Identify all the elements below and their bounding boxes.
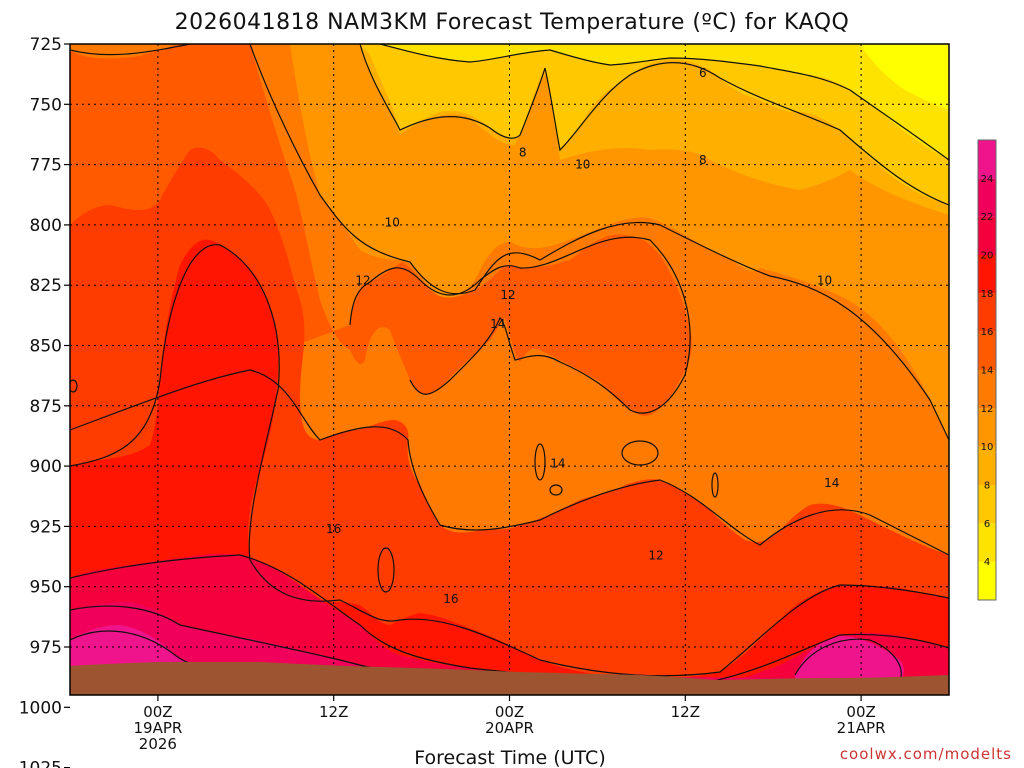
- x-tick-label: 00Z: [143, 703, 172, 721]
- plot-area: 68810101012121414141616122018: [70, 44, 949, 726]
- y-tick-label: 950: [30, 578, 62, 598]
- contour-label: 18: [373, 712, 388, 726]
- band-24-26: [70, 625, 904, 680]
- contour-label: 14: [824, 476, 839, 490]
- contour-label: 12: [648, 548, 663, 562]
- y-tick-label: 725: [30, 35, 62, 55]
- colorbar-bin: [978, 485, 996, 524]
- colorbar-label: 4: [984, 557, 990, 568]
- colorbar-frame: [977, 139, 997, 601]
- isotherm-16: [70, 244, 949, 677]
- colorbar-bin: [978, 293, 996, 332]
- x-tick-label: 2026: [139, 735, 177, 753]
- x-tick-label: 19APR: [133, 719, 182, 737]
- colorbar-label: 16: [981, 327, 994, 338]
- colorbar-bin: [978, 561, 996, 600]
- contour-label: 8: [519, 146, 527, 160]
- y-axis-ticks: 725 750 775 800 825 850 875 900 925 950 975 1000 102…: [19, 35, 70, 768]
- y-tick-label: 750: [30, 95, 62, 115]
- colorbar-label: 8: [984, 481, 990, 492]
- colorbar-label: 6: [984, 519, 990, 530]
- contour-label: 14: [550, 457, 565, 471]
- contour-label: 16: [443, 592, 458, 606]
- colorbar-label: 18: [981, 289, 994, 300]
- contour-label: 8: [699, 153, 707, 167]
- colorbar-label: 12: [981, 404, 994, 415]
- band-6-8: [360, 44, 949, 205]
- colorbar-label: 24: [981, 174, 994, 185]
- colorbar-bin: [978, 255, 996, 294]
- band-2-4: [860, 44, 949, 110]
- isotherm-10: [70, 44, 949, 441]
- grid-lines: [70, 44, 949, 695]
- y-tick-label: 800: [30, 216, 62, 236]
- isotherm-6: [379, 44, 949, 161]
- contour-label: 10: [575, 158, 590, 172]
- contour-label: 14: [490, 317, 505, 331]
- x-axis-label: Forecast Time (UTC): [414, 747, 605, 768]
- colorbar-bin: [978, 523, 996, 562]
- colorbar-label: 10: [981, 442, 994, 453]
- isotherm-island-1: [621, 440, 659, 466]
- y-tick-label: 850: [30, 337, 62, 357]
- colorbar-bin: [978, 446, 996, 485]
- contour-label: 12: [355, 273, 370, 287]
- x-tick-label: 12Z: [671, 703, 700, 721]
- band-16-18: [70, 147, 949, 695]
- contour-label: 6: [699, 66, 707, 80]
- y-tick-label: 825: [30, 276, 62, 296]
- contour-label: 10: [385, 215, 400, 229]
- contour-label: 16: [326, 522, 341, 536]
- credit-text: coolwx.com/modelts: [840, 745, 1012, 763]
- colorbar-label: 22: [981, 212, 994, 223]
- colorbar: 4 6 8 10 12 14 16 18 20 22 24: [977, 139, 997, 601]
- chart-title: 2026041818 NAM3KM Forecast Temperature (…: [175, 10, 850, 35]
- colorbar-bin: [978, 216, 996, 255]
- isotherm-8: [359, 44, 949, 206]
- isotherm-island-4: [549, 484, 563, 496]
- colorbar-label: 20: [981, 251, 994, 262]
- y-tick-label: 975: [30, 638, 62, 658]
- isotherm-18: [70, 554, 949, 685]
- y-tick-label: 1025: [19, 759, 62, 768]
- colorbar-bin: [978, 178, 996, 217]
- isotherm-island-5: [377, 547, 395, 593]
- colorbar-bin: [978, 140, 996, 179]
- isotherm-island-6: [70, 379, 78, 393]
- ground-surface: [70, 662, 949, 695]
- colorbar-bin: [978, 331, 996, 370]
- x-tick-label: 20APR: [485, 719, 534, 737]
- y-tick-label: 1000: [19, 698, 62, 718]
- colorbar-bin: [978, 408, 996, 447]
- isotherm-island-2: [534, 443, 546, 481]
- isotherm-lines: [70, 44, 949, 685]
- x-tick-label: 00Z: [846, 703, 875, 721]
- x-tick-label: 12Z: [319, 703, 348, 721]
- isotherm-island-3: [711, 472, 719, 498]
- contour-label: 10: [817, 273, 832, 287]
- y-tick-label: 875: [30, 397, 62, 417]
- y-tick-label: 900: [30, 457, 62, 477]
- colorbar-bin: [978, 370, 996, 409]
- y-tick-label: 775: [30, 156, 62, 176]
- x-tick-label: 21APR: [837, 719, 886, 737]
- y-tick-label: 925: [30, 517, 62, 537]
- x-tick-label: 00Z: [495, 703, 524, 721]
- colorbar-label: 14: [981, 366, 994, 377]
- band-4-6: [380, 44, 949, 160]
- contour-label: 12: [500, 288, 515, 302]
